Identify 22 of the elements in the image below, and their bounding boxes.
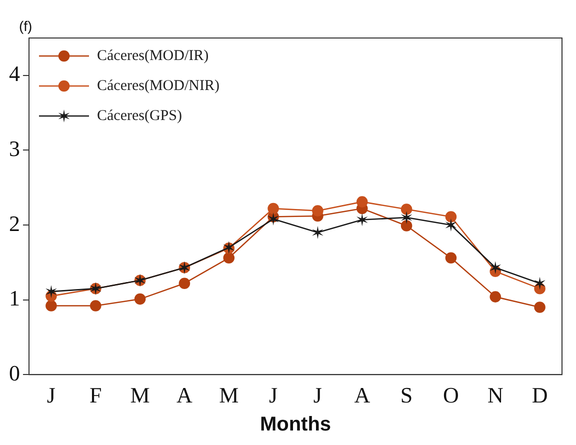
x-tick-label: J [313, 382, 322, 408]
x-tick-label: N [487, 382, 504, 408]
x-tick-label: A [176, 382, 193, 408]
chart-title: (f) [19, 18, 32, 34]
y-tick-label: 1 [9, 286, 20, 311]
x-tick-label: M [130, 382, 150, 408]
x-tick-label: J [46, 382, 56, 408]
x-tick-label: S [400, 382, 413, 408]
x-tick-label: J [269, 382, 278, 408]
y-tick-label: 2 [9, 210, 20, 236]
x-tick-label: O [443, 382, 459, 408]
legend-label: Cáceres(MOD/IR) [97, 48, 209, 64]
y-tick-label: 3 [9, 136, 20, 161]
y-tick-label: 4 [9, 61, 20, 86]
legend-label: Cáceres(MOD/NIR) [97, 78, 220, 94]
x-tick-label: A [354, 382, 370, 408]
x-axis-title: Months [260, 414, 332, 436]
x-tick-label: F [90, 382, 102, 408]
legend-label: Cáceres(GPS) [97, 108, 182, 124]
y-tick-label: 0 [9, 360, 20, 386]
x-tick-label: M [219, 382, 239, 408]
x-tick-label: D [532, 382, 548, 408]
